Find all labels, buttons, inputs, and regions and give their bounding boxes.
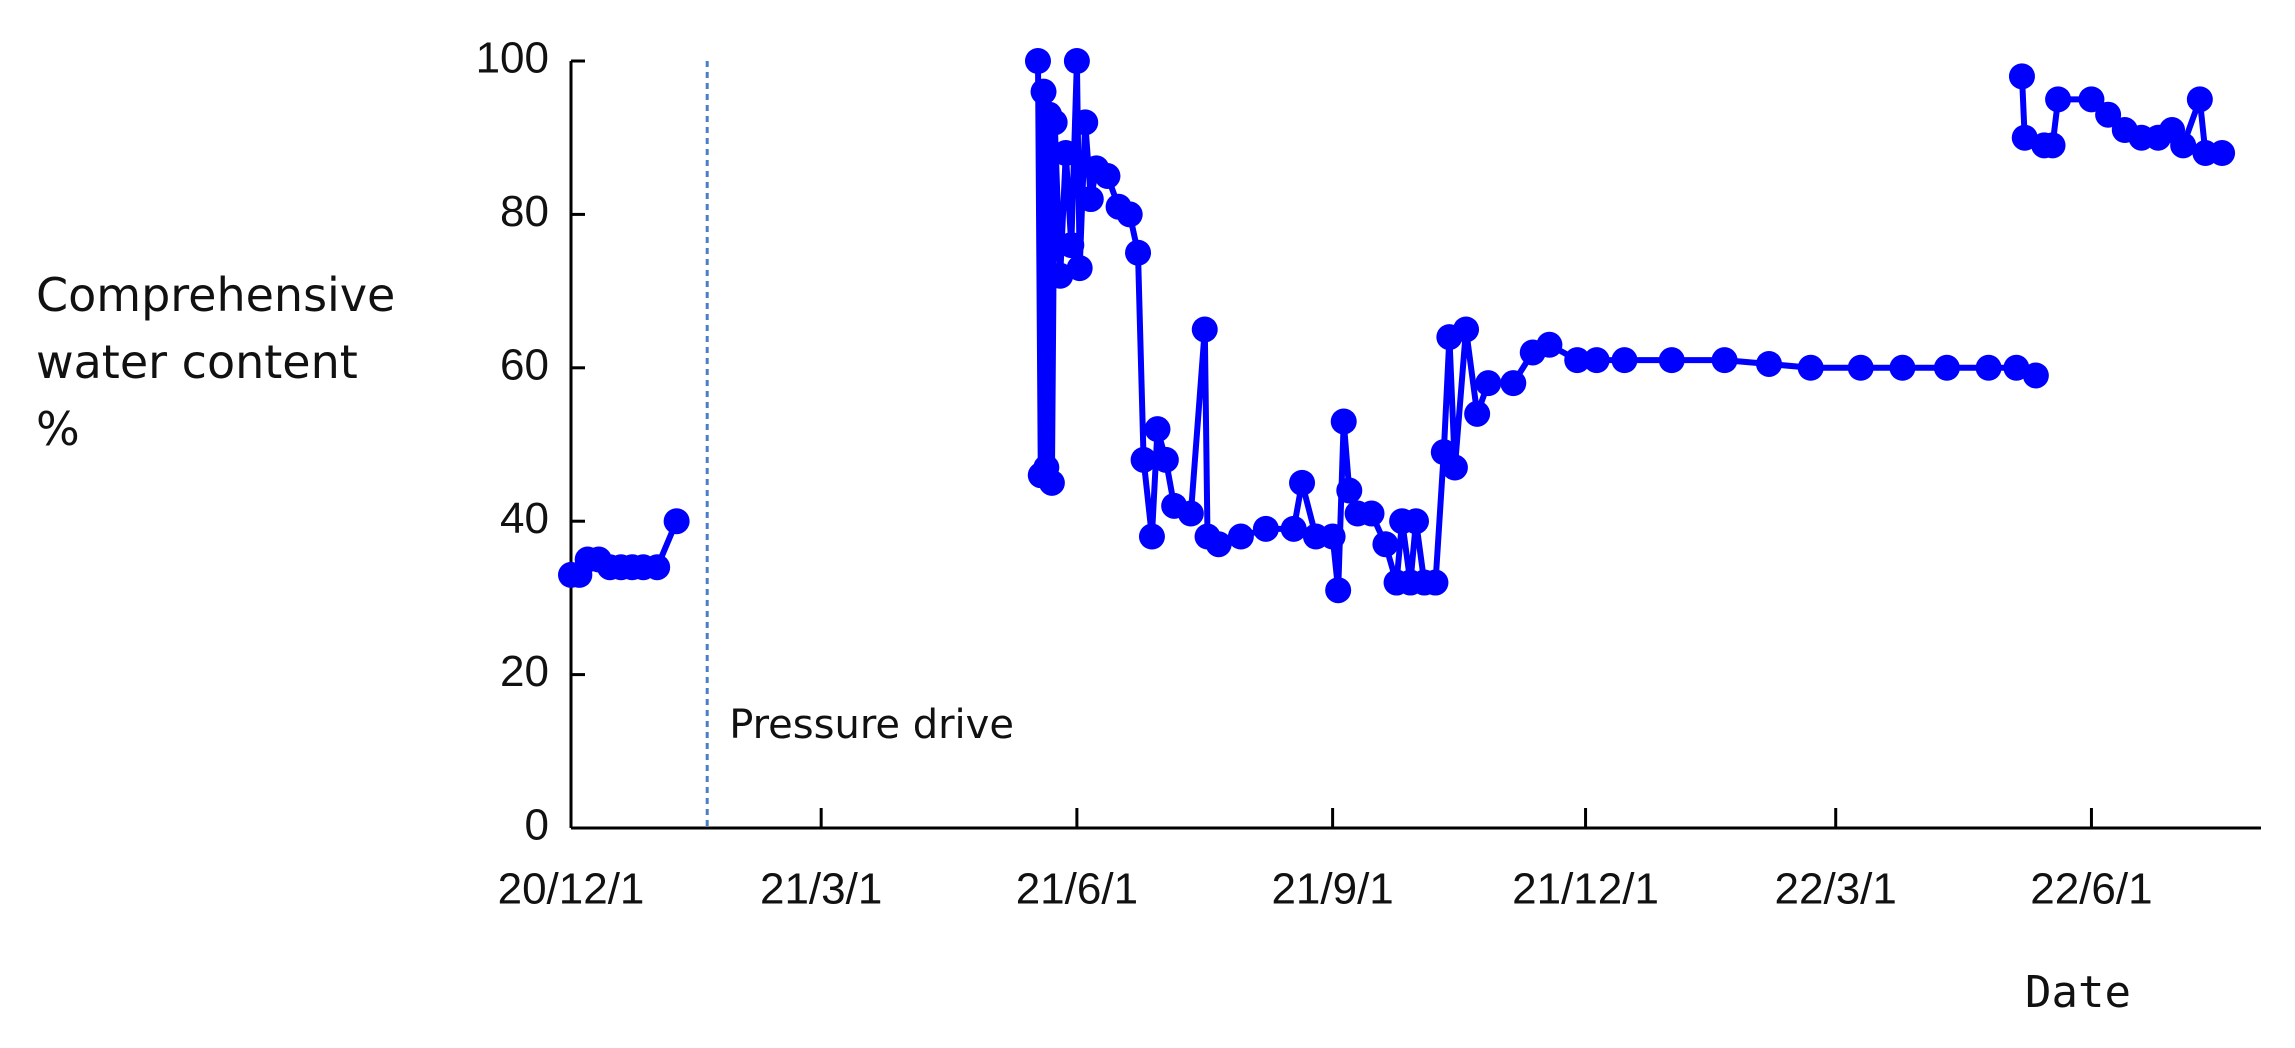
data-point [1336, 477, 1363, 504]
data-point [1152, 446, 1179, 473]
data-point [1227, 523, 1254, 550]
data-point [2022, 362, 2049, 389]
data-point [1611, 347, 1638, 374]
data-point [2078, 86, 2105, 113]
data-point [1177, 500, 1204, 527]
data-point [2003, 354, 2030, 381]
data-point [1889, 354, 1916, 381]
data-point [1038, 469, 1065, 496]
data-point [2170, 132, 2197, 159]
data-point [1325, 577, 1352, 604]
data-point [1500, 370, 1527, 397]
y-tick-label: 0 [525, 801, 549, 850]
data-point [1403, 508, 1429, 535]
data-point [1658, 347, 1685, 374]
y-tick-label: 60 [500, 340, 549, 389]
x-tick-label: 21/3/1 [760, 865, 882, 914]
data-point [1041, 109, 1068, 136]
y-tick-label: 40 [500, 494, 549, 543]
data-point [1453, 316, 1480, 343]
data-point [2011, 124, 2038, 151]
data-point [1138, 523, 1165, 550]
y-tick-label: 20 [500, 647, 549, 696]
y-tick-label: 80 [500, 187, 549, 236]
data-point [1475, 370, 1502, 397]
data-point [1116, 201, 1143, 228]
y-tick-label: 100 [476, 34, 549, 83]
x-tick-label: 20/12/1 [498, 865, 645, 914]
y-axis-title: Comprehensive water content % [36, 268, 396, 456]
data-point [663, 508, 690, 535]
x-tick-label: 21/6/1 [1016, 865, 1138, 914]
data-point [1289, 469, 1316, 496]
x-tick-label: 22/3/1 [1775, 865, 1897, 914]
data-point [1077, 186, 1104, 213]
data-point [1058, 232, 1085, 259]
data-point [1756, 350, 1783, 377]
data-point [1063, 48, 1090, 74]
data-point [1205, 531, 1232, 558]
data-point [1464, 400, 1491, 427]
data-point [1564, 347, 1591, 374]
data-point [2045, 86, 2072, 113]
data-point [1094, 163, 1121, 190]
data-point [1933, 354, 1960, 381]
data-point [1024, 48, 1051, 74]
data-point [1144, 416, 1171, 443]
data-point [1130, 446, 1157, 473]
data-point [1066, 255, 1093, 282]
data-point [1330, 408, 1357, 435]
x-tick-label: 21/9/1 [1271, 865, 1393, 914]
data-point [1536, 331, 1563, 358]
data-point [2186, 86, 2213, 113]
data-point [644, 554, 671, 581]
data-point [1583, 347, 1610, 374]
data-point [1072, 109, 1099, 136]
data-point [1052, 140, 1079, 167]
data-point [1191, 316, 1218, 343]
data-point [2039, 132, 2066, 159]
data-point [1975, 354, 2002, 381]
x-axis-title: Date [2025, 967, 2131, 1018]
data-point [1711, 347, 1738, 374]
data-point [1441, 454, 1468, 481]
data-point [1372, 531, 1399, 558]
data-point [1030, 78, 1057, 105]
x-tick-label: 22/6/1 [2030, 865, 2152, 914]
x-tick-label: 21/12/1 [1512, 865, 1659, 914]
annotation: Pressure drive [729, 702, 1014, 748]
data-point [1125, 239, 1152, 266]
data-point [1797, 354, 1824, 381]
data-point [1319, 523, 1346, 550]
data-point [1422, 569, 1449, 596]
data-point [1047, 262, 1074, 289]
data-point [1358, 500, 1385, 527]
data-point [2209, 140, 2236, 167]
data-point [2008, 63, 2035, 90]
data-point [2095, 101, 2122, 128]
data-point [1252, 515, 1279, 542]
data-point [1847, 354, 1874, 381]
data-point [1280, 515, 1307, 542]
